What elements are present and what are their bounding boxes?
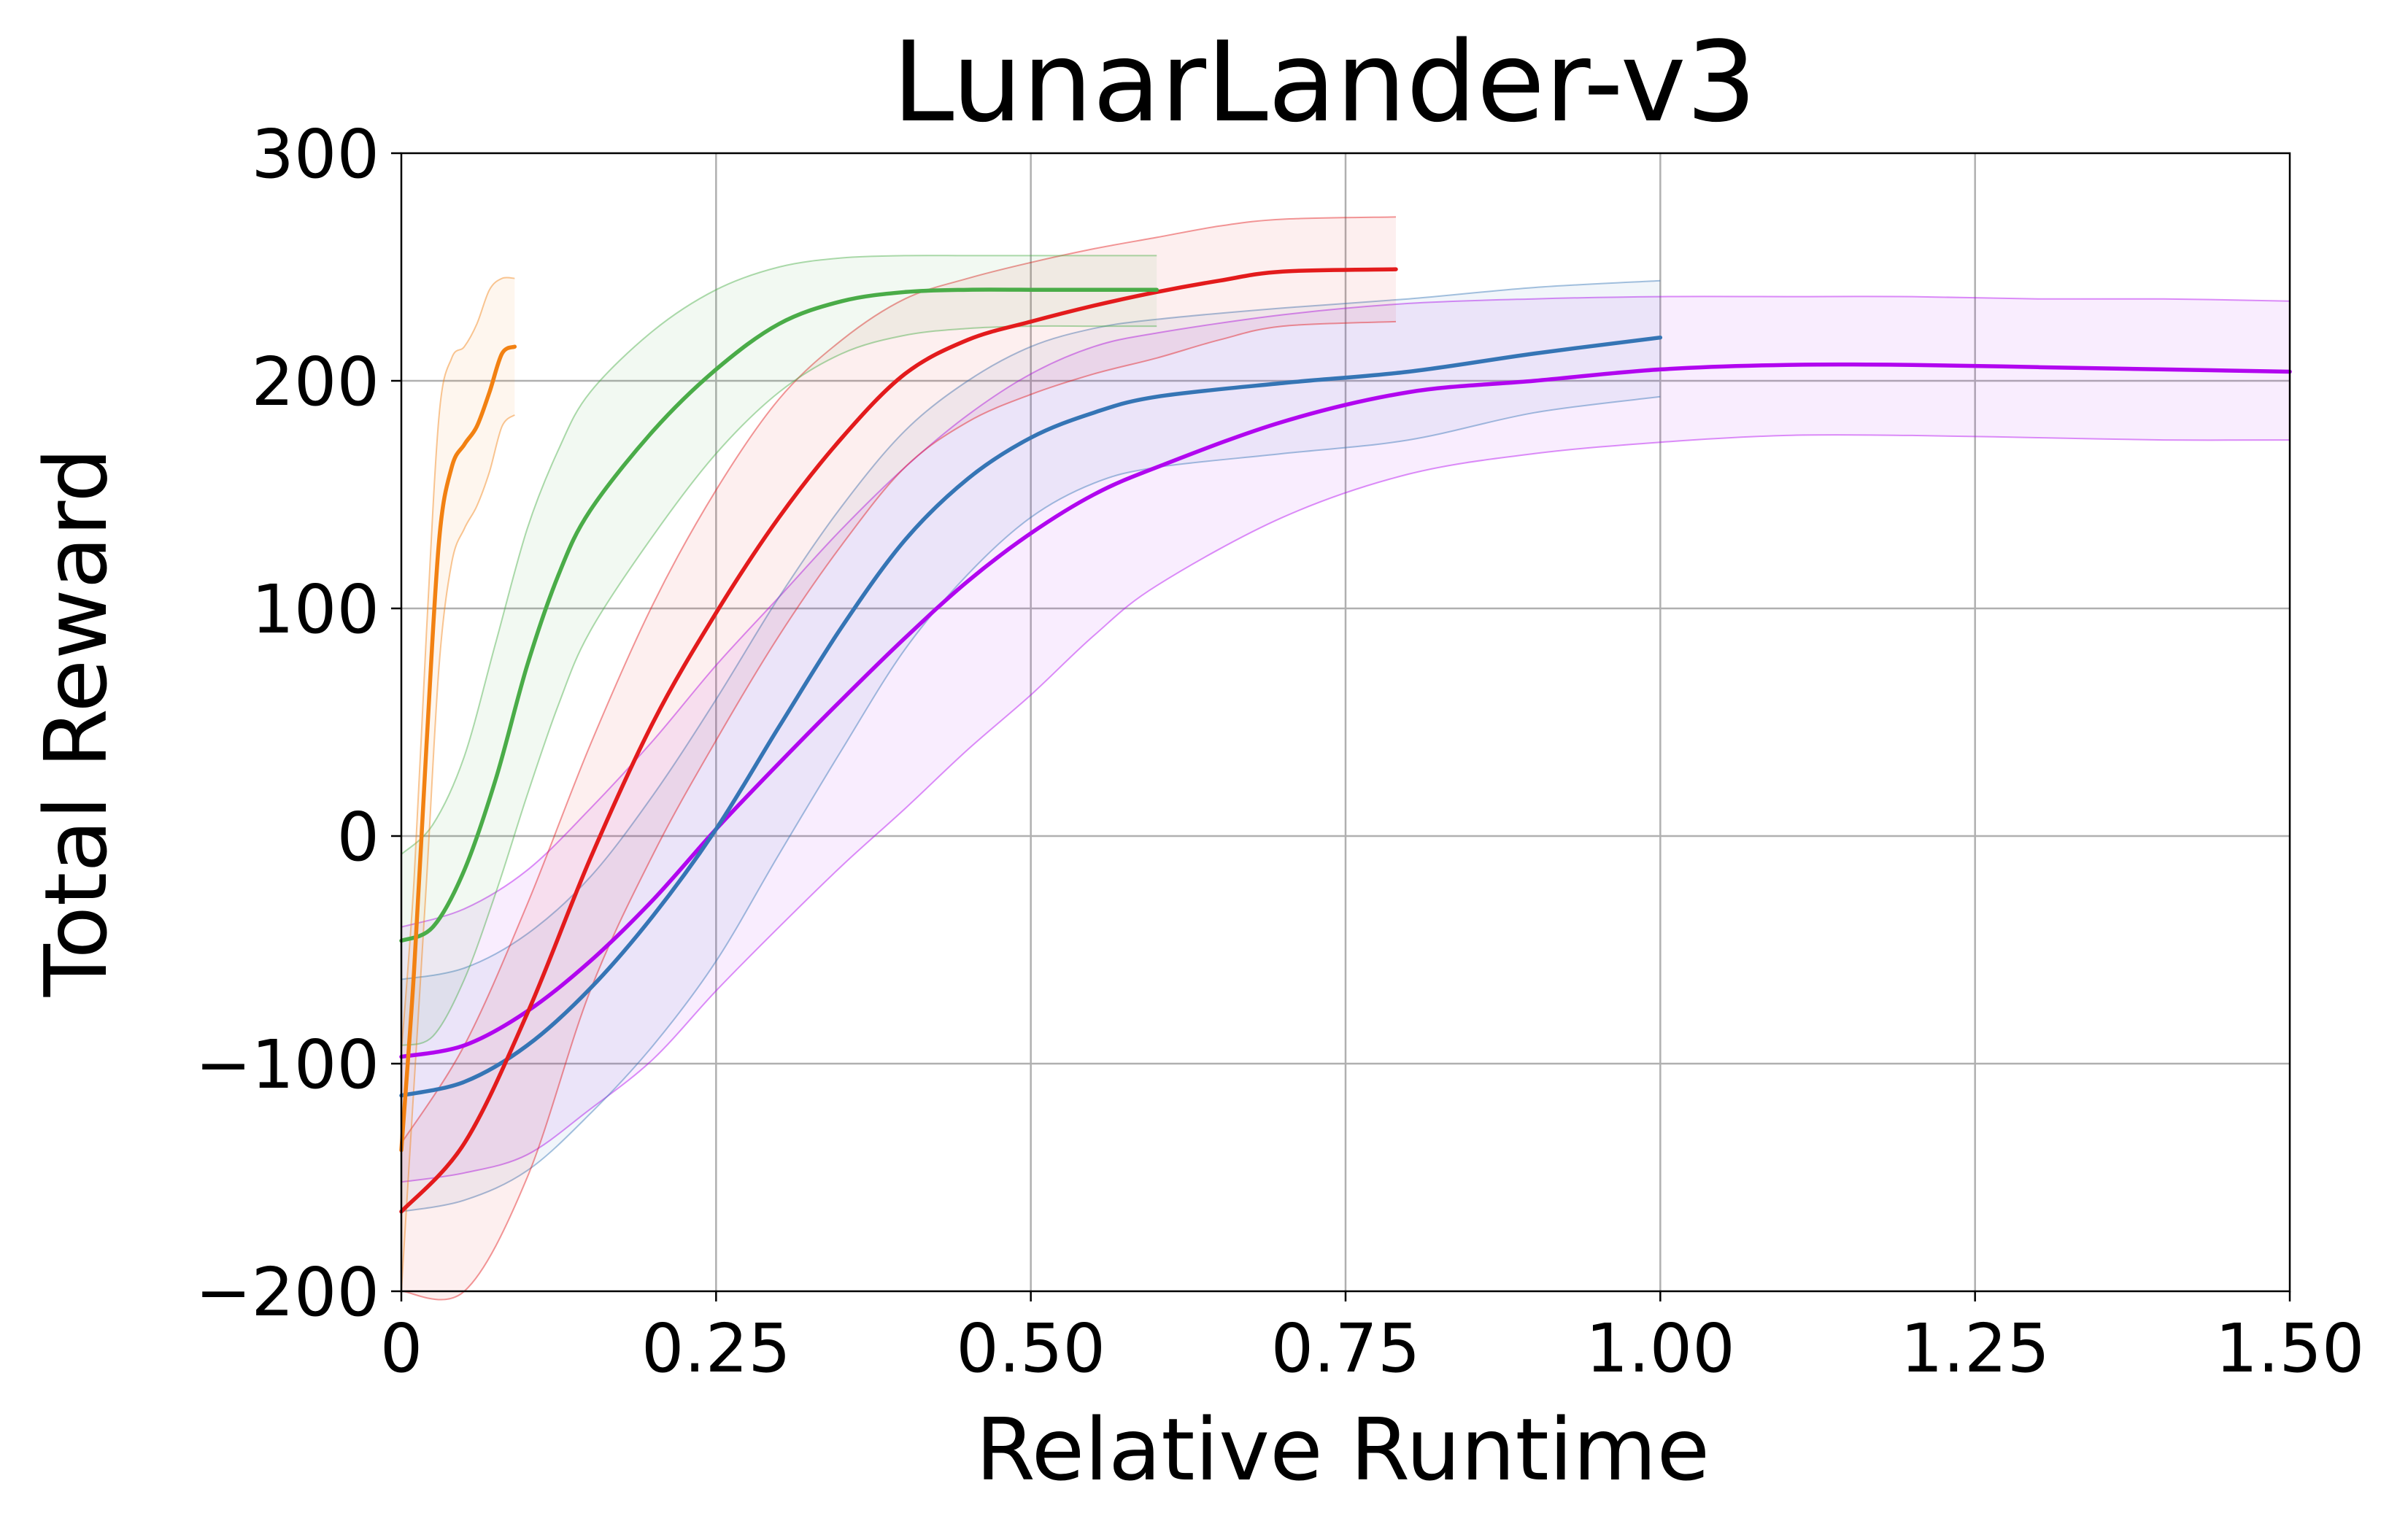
y-axis-label: Total Reward	[26, 448, 126, 998]
x-tick-label: 0	[380, 1309, 423, 1388]
confidence-band	[401, 280, 1661, 1212]
axis-ticks: 0 0.25 0.50 0.75 1.00 1.25 1.50 −200 −100 0 100 200…	[195, 115, 2364, 1388]
x-tick-label: 1.25	[1900, 1309, 2050, 1388]
x-axis-label: Relative Runtime	[976, 1399, 1710, 1500]
chart-title: LunarLander-v3	[892, 18, 1757, 147]
x-tick-label: 0.50	[956, 1309, 1105, 1388]
series-line	[399, 344, 517, 1153]
band-upper-edge	[401, 279, 1661, 980]
confidence-band	[401, 255, 1157, 1046]
y-tick-label: 100	[251, 570, 379, 649]
y-tick-label: 0	[336, 798, 379, 876]
band-upper-edge	[401, 255, 1157, 855]
confidence-bands	[401, 216, 2291, 1301]
x-tick-label: 1.50	[2215, 1309, 2365, 1388]
confidence-band	[401, 217, 1396, 1300]
band-lower-edge	[401, 434, 2291, 1183]
band-lower-edge	[401, 325, 1157, 1046]
y-tick-label: 300	[251, 115, 379, 193]
series-line	[399, 335, 1663, 1098]
series-line	[399, 362, 2292, 1059]
grid-lines	[401, 153, 2290, 1291]
band-upper-edge	[401, 295, 2291, 928]
series-lines	[399, 267, 2292, 1214]
series-line	[399, 267, 1398, 1214]
x-tick-label: 0.25	[641, 1309, 791, 1388]
band-upper-edge	[401, 276, 515, 1053]
x-tick-label: 0.75	[1271, 1309, 1421, 1388]
x-tick-label: 1.00	[1586, 1309, 1735, 1388]
band-lower-edge	[401, 320, 1397, 1301]
band-upper-edge	[401, 216, 1397, 1144]
y-tick-label: −200	[195, 1253, 379, 1331]
band-lower-edge	[401, 414, 515, 1292]
y-tick-label: 200	[251, 343, 379, 421]
series-line	[399, 287, 1159, 943]
confidence-band	[401, 296, 2290, 1183]
band-lower-edge	[401, 395, 1661, 1212]
y-tick-label: −100	[195, 1026, 379, 1104]
